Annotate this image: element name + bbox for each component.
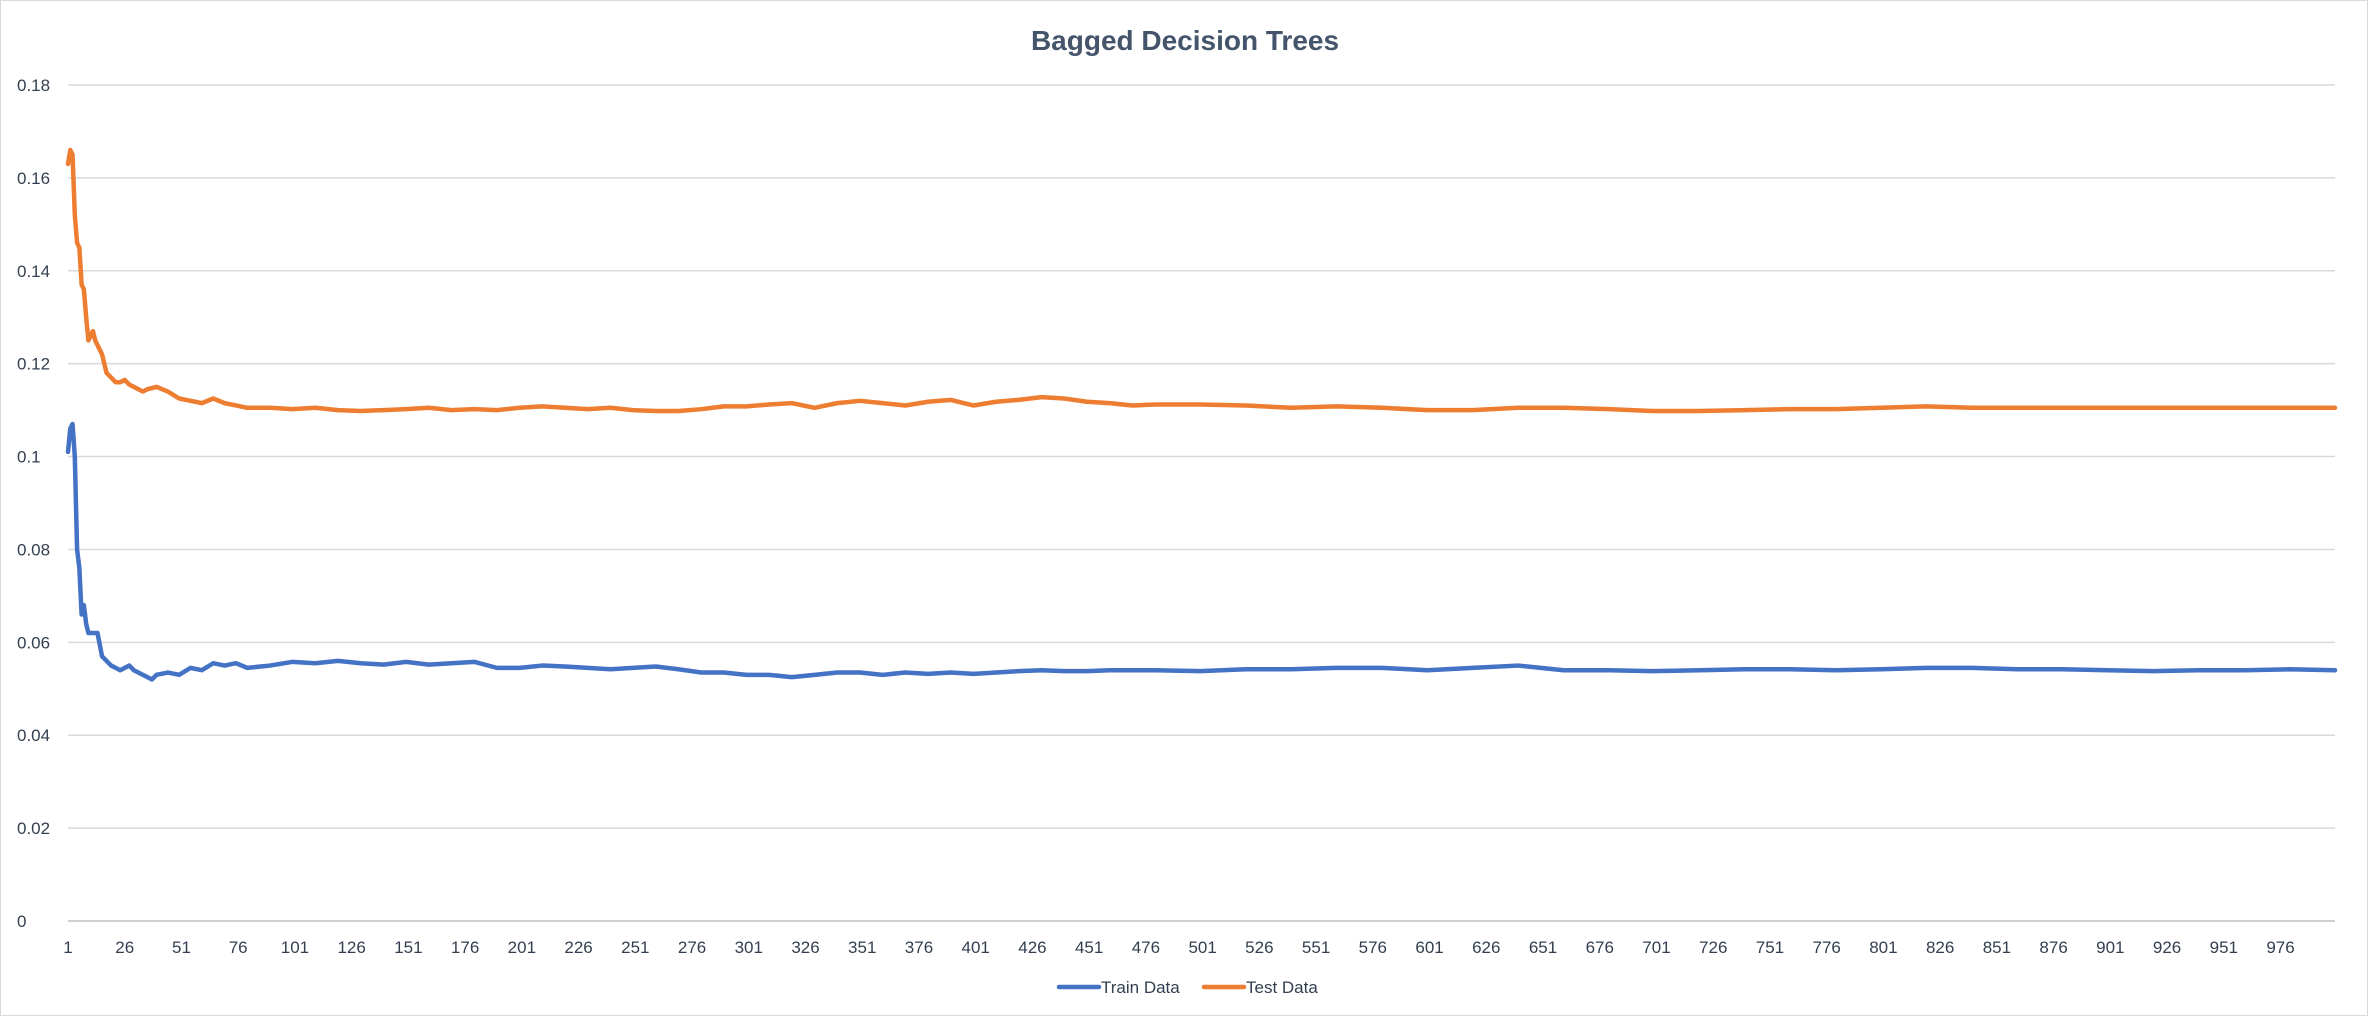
x-tick-label: 851: [1983, 938, 2011, 957]
chart-title: Bagged Decision Trees: [1031, 25, 1339, 56]
x-tick-label: 576: [1359, 938, 1387, 957]
x-tick-label: 676: [1586, 938, 1614, 957]
x-tick-label: 351: [848, 938, 876, 957]
y-tick-label: 0.06: [17, 633, 50, 652]
y-tick-label: 0: [17, 912, 26, 931]
x-tick-label: 776: [1812, 938, 1840, 957]
x-tick-label: 151: [394, 938, 422, 957]
x-tick-label: 26: [115, 938, 134, 957]
series-line-train-data: [65, 421, 2338, 682]
axes: 00.020.040.060.080.10.120.140.160.181 26 5…: [17, 76, 2335, 957]
y-tick-label: 0.1: [17, 448, 41, 467]
y-tick-label: 0.08: [17, 540, 50, 559]
x-tick-label: 476: [1132, 938, 1160, 957]
x-tick-label: 701: [1642, 938, 1670, 957]
x-tick-label: 501: [1188, 938, 1216, 957]
x-tick-label: 176: [451, 938, 479, 957]
x-tick-label: 201: [508, 938, 536, 957]
x-tick-label: 926: [2153, 938, 2181, 957]
y-tick-label: 0.02: [17, 819, 50, 838]
x-tick-label: 401: [962, 938, 990, 957]
x-tick-label: 751: [1756, 938, 1784, 957]
x-tick-label: 301: [735, 938, 763, 957]
legend-label: Test Data: [1246, 978, 1318, 997]
x-tick-label: 1: [63, 938, 72, 957]
x-tick-label: 801: [1869, 938, 1897, 957]
x-tick-label: 976: [2266, 938, 2294, 957]
y-tick-label: 0.12: [17, 355, 50, 374]
x-tick-label: 726: [1699, 938, 1727, 957]
x-tick-label: 126: [337, 938, 365, 957]
x-tick-label: 251: [621, 938, 649, 957]
x-tick-label: 326: [791, 938, 819, 957]
x-tick-label: 101: [281, 938, 309, 957]
legend: Train Data Test Data: [1056, 978, 1318, 997]
x-tick-label: 451: [1075, 938, 1103, 957]
series-line-test-data: [65, 147, 2338, 414]
legend-label: Train Data: [1101, 978, 1180, 997]
y-tick-label: 0.14: [17, 262, 50, 281]
data-series: [65, 147, 2338, 682]
x-tick-label: 76: [229, 938, 248, 957]
x-tick-label: 51: [172, 938, 191, 957]
x-tick-label: 651: [1529, 938, 1557, 957]
x-tick-label: 826: [1926, 938, 1954, 957]
y-tick-label: 0.18: [17, 76, 50, 95]
x-tick-label: 901: [2096, 938, 2124, 957]
x-tick-label: 376: [905, 938, 933, 957]
x-tick-label: 876: [2039, 938, 2067, 957]
x-tick-label: 426: [1018, 938, 1046, 957]
x-tick-label: 626: [1472, 938, 1500, 957]
x-tick-label: 526: [1245, 938, 1273, 957]
x-tick-label: 551: [1302, 938, 1330, 957]
x-tick-label: 951: [2210, 938, 2238, 957]
x-tick-label: 226: [564, 938, 592, 957]
y-tick-label: 0.16: [17, 169, 50, 188]
y-tick-label: 0.04: [17, 726, 50, 745]
x-tick-label: 276: [678, 938, 706, 957]
x-tick-label: 601: [1415, 938, 1443, 957]
gridlines: [68, 84, 2335, 829]
